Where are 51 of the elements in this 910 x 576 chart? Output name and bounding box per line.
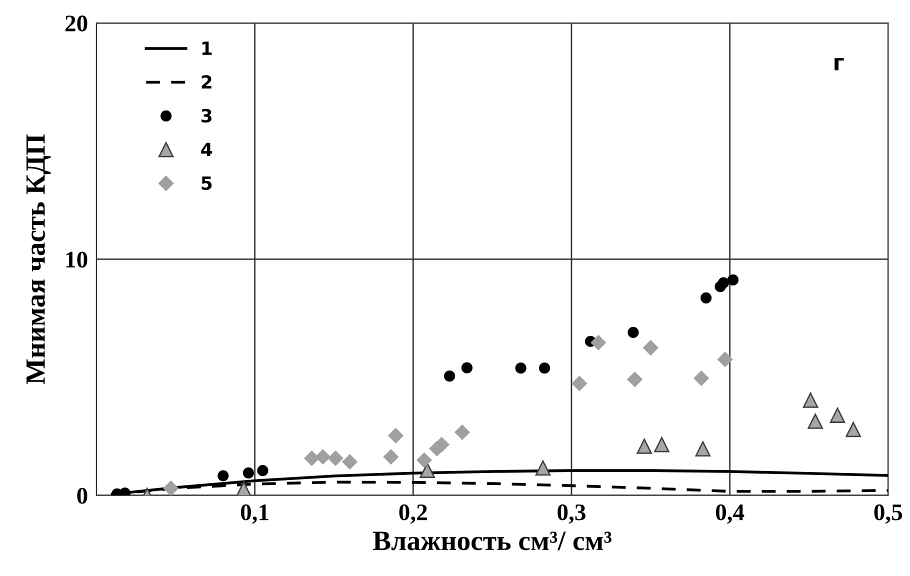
point <box>717 351 733 368</box>
point <box>695 441 711 456</box>
y-tick-label: 10 <box>66 252 88 268</box>
legend-label: 5 <box>202 176 212 190</box>
point <box>461 362 473 374</box>
point <box>808 414 823 429</box>
point <box>236 481 252 496</box>
point <box>693 370 710 386</box>
point <box>454 424 470 440</box>
annotation: г <box>834 58 844 70</box>
legend-label: 2 <box>202 75 212 89</box>
point <box>830 408 846 423</box>
x-tick-label: 0,2 <box>399 504 427 524</box>
point <box>626 372 643 388</box>
point <box>636 438 652 454</box>
point <box>163 480 179 496</box>
point <box>444 370 456 382</box>
point <box>383 449 399 465</box>
y-tick-label: 20 <box>66 16 88 32</box>
x-tick-label: 0,5 <box>874 504 902 524</box>
point <box>342 454 358 470</box>
legend-label: 1 <box>202 42 212 55</box>
x-tick-label: 0,4 <box>716 504 744 524</box>
x-tick-label: 0,3 <box>558 504 586 524</box>
point <box>718 277 730 288</box>
point <box>727 274 739 286</box>
point <box>416 452 432 468</box>
x-tick-label: 0,1 <box>240 504 268 524</box>
legend-label: 3 <box>202 108 212 123</box>
point <box>539 362 550 374</box>
point <box>802 392 818 408</box>
point <box>242 467 254 478</box>
point <box>315 449 331 465</box>
x-axis-title: Влажность см³/ см³ <box>373 532 612 550</box>
point <box>535 460 551 476</box>
point <box>846 422 861 438</box>
y-tick-label: 0 <box>77 488 88 504</box>
point <box>642 340 659 356</box>
point <box>700 292 712 304</box>
point <box>590 334 606 350</box>
point <box>218 470 229 482</box>
legend-label: 4 <box>201 142 212 156</box>
point <box>628 326 639 338</box>
point <box>654 436 670 452</box>
point <box>328 450 344 466</box>
point <box>515 362 526 374</box>
point <box>572 376 588 392</box>
point <box>388 428 404 444</box>
point <box>257 465 268 476</box>
y-axis-title: Мнимая часть КДП <box>26 134 51 384</box>
point <box>420 462 436 478</box>
